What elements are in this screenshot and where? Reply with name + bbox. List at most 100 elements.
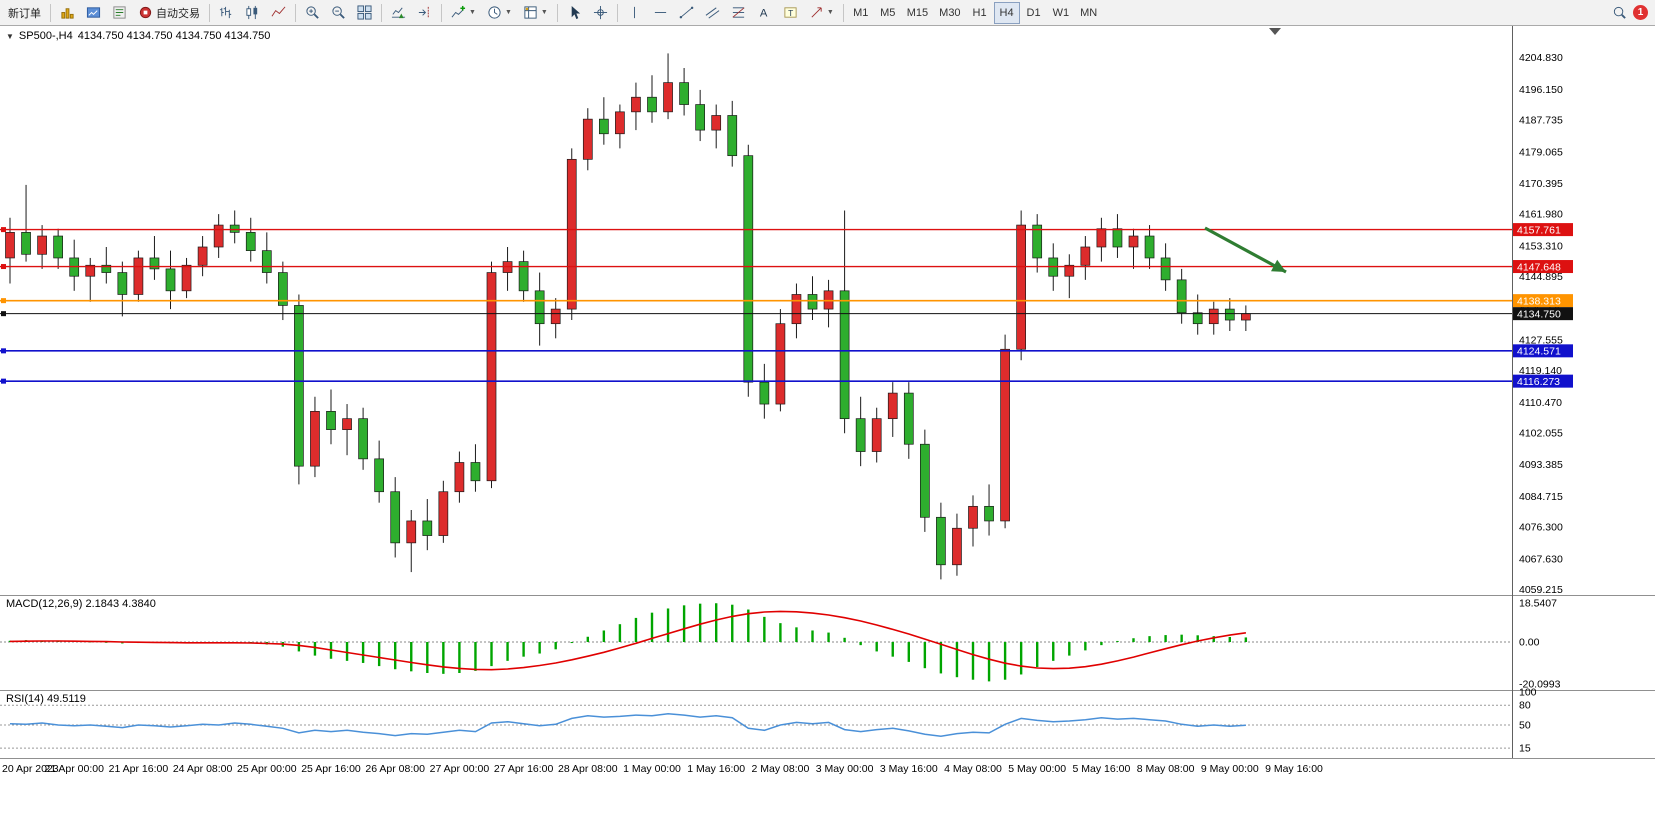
price-axis: 4204.830 4196.150 4187.735 4179.065 4170.395… (1519, 52, 1563, 596)
cursor-icon (567, 5, 582, 20)
svg-text:4153.310: 4153.310 (1519, 240, 1563, 252)
template-icon (523, 5, 538, 20)
cursor-button[interactable] (562, 2, 587, 24)
toolbar-separator (616, 3, 618, 22)
timeframe-d1-button[interactable]: D1 (1021, 2, 1047, 24)
timeframe-m5-button[interactable]: M5 (875, 2, 901, 24)
svg-text:18.5407: 18.5407 (1519, 598, 1557, 610)
macd-panel: 18.5407 0.00 -20.0993 (0, 598, 1561, 691)
text-button[interactable]: A (752, 2, 777, 24)
indicators-icon (451, 5, 466, 20)
svg-text:4059.215: 4059.215 (1519, 584, 1563, 596)
toolbar-separator (842, 3, 844, 22)
macd-indicator-label: MACD(12,26,9) 2.1843 4.3840 (6, 598, 156, 610)
toolbar-separator (209, 3, 210, 22)
auto-scroll-button[interactable] (386, 2, 411, 24)
candlestick-icon (245, 5, 260, 20)
new-order-label: 新订单 (8, 7, 41, 20)
quote-ohlc-label: 4134.750 4134.750 4134.750 4134.750 (77, 30, 271, 42)
new-order-button[interactable]: 新订单 (3, 2, 46, 24)
svg-text:4187.735: 4187.735 (1519, 115, 1563, 127)
timeframe-m1-button[interactable]: M1 (848, 2, 874, 24)
timeframe-h4-button[interactable]: H4 (993, 1, 1020, 24)
panel-separators (0, 26, 1655, 759)
trendline-button[interactable] (674, 2, 699, 24)
new-chart-icon (60, 5, 75, 20)
svg-text:4 May 08:00: 4 May 08:00 (944, 763, 1002, 775)
svg-text:4110.470: 4110.470 (1519, 397, 1562, 409)
svg-text:4147.648: 4147.648 (1517, 261, 1561, 273)
trendline-icon (679, 5, 694, 20)
timeframe-m30-button[interactable]: M30 (934, 2, 965, 24)
arrows-button[interactable]: ▼ (804, 2, 839, 24)
toolbar: 新订单 自动交易 ▼ ▼ ▼ A T ▼ M1 M5 M15 (0, 0, 1655, 26)
svg-text:4170.395: 4170.395 (1519, 178, 1563, 190)
svg-text:50: 50 (1519, 720, 1531, 732)
zoom-out-button[interactable] (326, 2, 351, 24)
svg-text:1 May 16:00: 1 May 16:00 (687, 763, 745, 775)
svg-text:4102.055: 4102.055 (1519, 428, 1563, 440)
vertical-line-button[interactable] (622, 2, 647, 24)
svg-text:4119.140: 4119.140 (1519, 365, 1562, 377)
crosshair-button[interactable] (588, 2, 613, 24)
svg-text:15: 15 (1519, 743, 1531, 755)
svg-text:4084.715: 4084.715 (1519, 491, 1563, 503)
svg-text:4124.571: 4124.571 (1517, 346, 1561, 358)
chevron-down-icon: ▼ (469, 9, 476, 16)
svg-text:1 May 00:00: 1 May 00:00 (623, 763, 681, 775)
tile-windows-icon (357, 5, 372, 20)
chart-menu-icon[interactable]: ▼ (6, 31, 14, 41)
svg-text:100: 100 (1519, 687, 1537, 699)
chart-shift-icon (417, 5, 432, 20)
chart-shift-marker-icon[interactable] (1269, 28, 1281, 35)
autotrading-label: 自动交易 (156, 7, 200, 20)
candlestick-series[interactable] (5, 53, 1251, 580)
zoom-in-icon (305, 5, 320, 20)
autotrading-button[interactable]: 自动交易 (133, 2, 205, 24)
timeframe-h1-button[interactable]: H1 (967, 2, 993, 24)
profiles-button[interactable] (81, 2, 106, 24)
chart-shift-button[interactable] (412, 2, 437, 24)
new-chart-button[interactable] (55, 2, 80, 24)
svg-text:4116.273: 4116.273 (1517, 376, 1560, 388)
svg-text:2 May 08:00: 2 May 08:00 (752, 763, 810, 775)
svg-text:5 May 16:00: 5 May 16:00 (1073, 763, 1131, 775)
clock-icon (487, 5, 502, 20)
text-label-button[interactable]: T (778, 2, 803, 24)
svg-text:4076.300: 4076.300 (1519, 522, 1563, 534)
indicators-button[interactable]: ▼ (446, 2, 481, 24)
chart-bars-button[interactable] (214, 2, 239, 24)
horizontal-line-button[interactable] (648, 2, 673, 24)
channel-button[interactable] (700, 2, 725, 24)
svg-text:4204.830: 4204.830 (1519, 52, 1563, 64)
chart-title: ▼ SP500-,H4 4134.750 4134.750 4134.750 4… (6, 30, 270, 42)
chevron-down-icon: ▼ (826, 9, 834, 16)
text-label-icon: T (783, 5, 798, 20)
svg-text:25 Apr 16:00: 25 Apr 16:00 (301, 763, 361, 775)
svg-text:3 May 16:00: 3 May 16:00 (880, 763, 938, 775)
autotrading-icon (138, 5, 153, 20)
timeframe-w1-button[interactable]: W1 (1048, 2, 1075, 24)
timeframe-m15-button[interactable]: M15 (902, 2, 933, 24)
tile-windows-button[interactable] (352, 2, 377, 24)
zoom-in-button[interactable] (300, 2, 325, 24)
timeframe-mn-button[interactable]: MN (1075, 2, 1102, 24)
search-button[interactable] (1607, 2, 1632, 24)
arrows-icon (809, 5, 824, 20)
toolbar-separator (381, 3, 382, 22)
svg-text:3 May 00:00: 3 May 00:00 (816, 763, 874, 775)
arrow-annotation[interactable] (1204, 226, 1287, 274)
market-watch-button[interactable] (107, 2, 132, 24)
svg-text:27 Apr 16:00: 27 Apr 16:00 (494, 763, 554, 775)
chart-candles-button[interactable] (240, 2, 265, 24)
fibonacci-button[interactable] (726, 2, 751, 24)
templates-button[interactable]: ▼ (518, 2, 553, 24)
chart-line-button[interactable] (266, 2, 291, 24)
notification-badge[interactable]: 1 (1633, 5, 1648, 20)
periods-button[interactable]: ▼ (482, 2, 517, 24)
